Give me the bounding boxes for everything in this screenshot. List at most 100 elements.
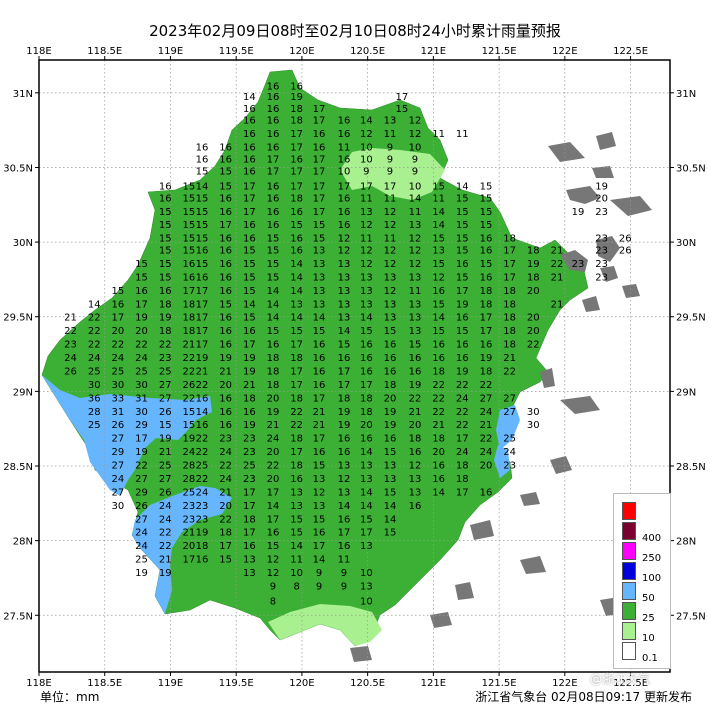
rainfall-value: 16 <box>243 407 256 418</box>
rainfall-value: 19 <box>456 299 469 310</box>
rainfall-value: 16 <box>338 447 351 458</box>
rainfall-value: 20 <box>219 501 232 512</box>
rainfall-value: 17 <box>267 155 280 166</box>
rainfall-value: 25 <box>135 555 148 566</box>
rainfall-value: 18 <box>290 393 303 404</box>
rain-0-10-north <box>340 148 445 200</box>
rainfall-value: 16 <box>313 447 326 458</box>
watermark-text: @浙江天气 <box>590 672 651 686</box>
rainfall-value: 25 <box>135 366 148 377</box>
rainfall-value: 13 <box>360 461 373 472</box>
rainfall-value: 17 <box>338 528 351 539</box>
rainfall-value: 16 <box>267 528 280 539</box>
rainfall-value: 17 <box>243 193 256 204</box>
rainfall-value: 14 <box>360 313 373 324</box>
rainfall-value: 16 <box>313 366 326 377</box>
rainfall-value: 17 <box>313 166 326 177</box>
rainfall-value: 22 <box>219 514 232 525</box>
rainfall-value: 14 <box>384 514 397 525</box>
rainfall-value: 22 <box>182 366 195 377</box>
rainfall-value: 16 <box>338 155 351 166</box>
rainfall-value: 15 <box>182 207 195 218</box>
rainfall-value: 14 <box>313 313 326 324</box>
rainfall-value: 19 <box>290 92 303 103</box>
rainfall-value: 11 <box>360 234 373 245</box>
rainfall-value: 11 <box>409 207 422 218</box>
rainfall-value: 21 <box>267 420 280 431</box>
rainfall-value: 23 <box>595 246 608 257</box>
rainfall-value: 22 <box>551 259 564 270</box>
rainfall-value: 11 <box>338 143 351 154</box>
rainfall-value: 17 <box>313 393 326 404</box>
rainfall-value: 19 <box>135 568 148 579</box>
rainfall-value: 21 <box>551 299 564 310</box>
rainfall-value: 11 <box>456 129 469 140</box>
rainfall-value: 30 <box>112 380 125 391</box>
rainfall-value: 17 <box>290 340 303 351</box>
rainfall-value: 22 <box>409 393 422 404</box>
rainfall-value: 22 <box>456 407 469 418</box>
rainfall-value: 17 <box>243 340 256 351</box>
rainfall-value: 16 <box>409 366 422 377</box>
rainfall-value: 17 <box>313 116 326 127</box>
rainfall-value: 16 <box>159 193 172 204</box>
rainfall-value: 25 <box>88 366 101 377</box>
rainfall-value: 15 <box>456 220 469 231</box>
rainfall-value: 15 <box>182 181 195 192</box>
lon-tick-label: 119E <box>158 678 183 689</box>
lon-tick-label: 120.5E <box>350 46 385 57</box>
rainfall-value: 17 <box>338 366 351 377</box>
rainfall-value: 26 <box>135 501 148 512</box>
rainfall-value: 17 <box>503 259 516 270</box>
rainfall-value: 15 <box>243 272 256 283</box>
rainfall-value: 16 <box>338 116 351 127</box>
rainfall-value: 16 <box>456 313 469 324</box>
rainfall-value: 16 <box>338 207 351 218</box>
rainfall-value: 22 <box>290 420 303 431</box>
lon-tick-label: 121E <box>421 46 446 57</box>
rainfall-value: 13 <box>243 568 256 579</box>
rainfall-value: 22 <box>196 434 209 445</box>
lat-tick-label: 27.5N <box>3 611 33 622</box>
rainfall-value: 16 <box>182 272 195 283</box>
rainfall-value: 12 <box>409 116 422 127</box>
rainfall-value: 12 <box>338 474 351 485</box>
rainfall-value: 30 <box>135 380 148 391</box>
rainfall-value: 23 <box>196 501 209 512</box>
rainfall-value: 22 <box>480 380 493 391</box>
rainfall-value: 20 <box>182 541 195 552</box>
rainfall-value: 15 <box>219 555 232 566</box>
rainfall-value: 16 <box>219 234 232 245</box>
rainfall-value: 19 <box>409 380 422 391</box>
rainfall-value: 13 <box>360 299 373 310</box>
rainfall-value: 18 <box>243 393 256 404</box>
rainfall-value: 14 <box>196 181 209 192</box>
rain-25-50-southwest <box>132 486 232 614</box>
rainfall-value: 21 <box>480 420 493 431</box>
rainfall-value: 8 <box>270 596 276 607</box>
rainfall-value: 19 <box>338 407 351 418</box>
rainfall-value: 16 <box>384 353 397 364</box>
lat-tick-label: 30.5N <box>676 163 706 174</box>
rainfall-value: 26 <box>64 366 77 377</box>
rainfall-value: 12 <box>409 129 422 140</box>
rainfall-value: 9 <box>387 143 393 154</box>
rainfall-value: 17 <box>456 487 469 498</box>
rainfall-value: 15 <box>267 234 280 245</box>
rainfall-value: 23 <box>243 474 256 485</box>
rainfall-value: 16 <box>243 143 256 154</box>
rainfall-value: 21 <box>219 487 232 498</box>
rainfall-value: 16 <box>338 220 351 231</box>
rainfall-value: 16 <box>360 434 373 445</box>
rainfall-value: 30 <box>88 380 101 391</box>
rainfall-value: 15 <box>182 407 195 418</box>
rainfall-value: 17 <box>196 286 209 297</box>
lon-tick-label: 118E <box>26 678 51 689</box>
rainfall-value: 13 <box>313 299 326 310</box>
rainfall-value: 15 <box>182 193 195 204</box>
rainfall-value: 16 <box>219 193 232 204</box>
rainfall-value: 33 <box>112 393 125 404</box>
legend-label: 50 <box>642 593 655 604</box>
rainfall-value: 16 <box>267 116 280 127</box>
rainfall-value: 19 <box>135 447 148 458</box>
